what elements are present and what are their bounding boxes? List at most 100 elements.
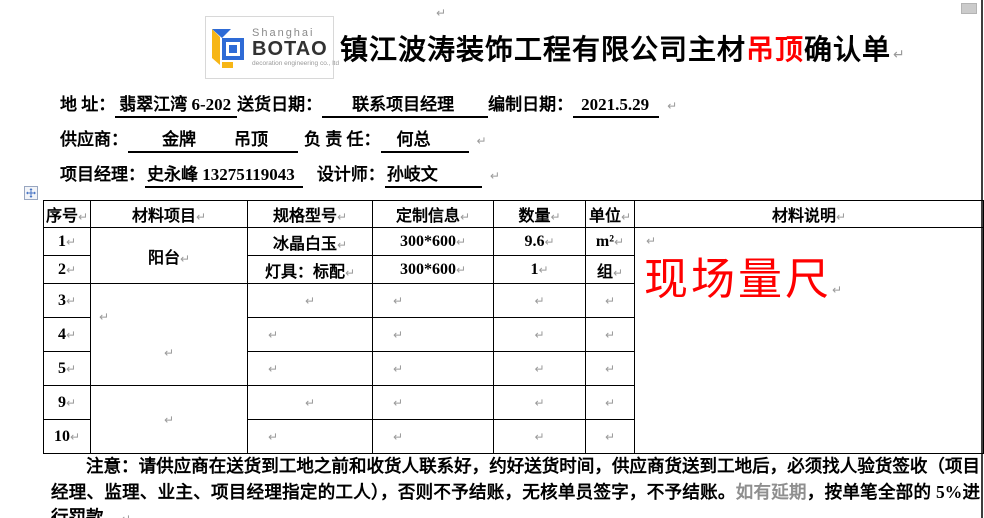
cell-unit-2: 组↵ xyxy=(585,255,635,284)
paragraph-mark: ↵ xyxy=(393,361,404,376)
paragraph-mark: ↵ xyxy=(163,345,175,360)
cell-qty-3: ↵ xyxy=(493,283,586,318)
header-label: 单位 xyxy=(588,208,621,225)
notice-gray-text: 如有延期 xyxy=(735,481,807,502)
logo-text: Shanghai BOTAO decoration engineering co… xyxy=(252,27,339,68)
logo-mark-icon xyxy=(212,28,244,68)
paragraph-mark: ↵ xyxy=(614,234,625,249)
cell-item-balcony: 阳台↵ xyxy=(90,227,248,284)
cell-item-empty-3-5: ↵ ↵ xyxy=(90,283,248,386)
paragraph-mark: ↵ xyxy=(893,46,905,63)
column-header-custom: 定制信息↵ xyxy=(372,200,494,228)
table-header-row: 序号↵ 材料项目↵ 规格型号↵ 定制信息↵ 数量↵ 单位↵ 材料说明↵ xyxy=(43,200,984,228)
cell-custom-4: ↵ xyxy=(372,317,494,352)
paragraph-mark: ↵ xyxy=(344,265,356,280)
supplier-value: 金牌 吊顶 xyxy=(128,129,298,153)
compile-date-label: 编制日期： xyxy=(488,95,574,114)
paragraph-mark: ↵ xyxy=(195,210,207,224)
paragraph-mark: ↵ xyxy=(121,512,131,518)
cell-custom-3: ↵ xyxy=(372,283,494,318)
cell-unit-3: ↵ xyxy=(585,283,635,318)
paragraph-mark: ↵ xyxy=(604,327,616,342)
cell-spec-2: 灯具：标配↵ xyxy=(247,255,373,284)
company-logo: Shanghai BOTAO decoration engineering co… xyxy=(205,16,339,79)
cell-item-empty-9-10: ↵ xyxy=(90,385,248,454)
paragraph-mark: ↵ xyxy=(268,327,279,342)
cell-qty-1: 9.6↵ xyxy=(493,227,586,256)
cell-seq-3: 3↵ xyxy=(43,283,91,318)
column-header-qty: 数量↵ xyxy=(493,200,586,228)
cell-unit-5: ↵ xyxy=(585,351,635,386)
paragraph-mark: ↵ xyxy=(455,234,467,249)
cell-text: 9 xyxy=(57,393,66,411)
cell-text: 10 xyxy=(53,427,70,445)
paragraph-mark: ↵ xyxy=(77,210,89,224)
paragraph-mark: ↵ xyxy=(336,237,348,252)
logo-subtitle: decoration engineering co., ltd xyxy=(252,60,340,67)
paragraph-mark: ↵ xyxy=(268,429,279,444)
title-highlight: 吊顶 xyxy=(746,34,805,66)
cell-seq-4: 4↵ xyxy=(43,317,91,352)
cell-qty-10: ↵ xyxy=(493,419,586,454)
paragraph-mark: ↵ xyxy=(534,361,545,376)
cell-seq-5: 5↵ xyxy=(43,351,91,386)
cell-text: 灯具：标配 xyxy=(264,263,345,281)
paragraph-mark: ↵ xyxy=(65,293,77,308)
title-prefix: 镇江波涛装饰工程有限公司主材 xyxy=(340,34,747,66)
header-label: 材料项目 xyxy=(131,208,196,225)
cell-text: 组 xyxy=(596,263,613,281)
cell-custom-9: ↵ xyxy=(372,385,494,420)
cell-spec-1: 冰晶白玉↵ xyxy=(247,227,373,256)
delivery-date-value: 联系项目经理 xyxy=(322,94,489,118)
paragraph-mark: ↵ xyxy=(393,293,404,308)
paragraph-mark: ↵ xyxy=(179,251,191,266)
table-row: 1↵ 阳台↵ 冰晶白玉↵ 300*600↵ 9.6↵ m²↵ ↵ 现场量尺↵ xyxy=(43,227,984,454)
paragraph-mark: ↵ xyxy=(65,361,77,376)
paragraph-mark: ↵ xyxy=(538,262,549,277)
info-line-supplier: 供应商： 金牌 吊顶 负 责 任： 何总 ↵ xyxy=(60,128,677,163)
cell-unit-9: ↵ xyxy=(585,385,635,420)
supplier-value-part2: 吊顶 xyxy=(234,130,268,149)
cell-custom-5: ↵ xyxy=(372,351,494,386)
cell-spec-10: ↵ xyxy=(247,419,373,454)
paragraph-mark: ↵ xyxy=(268,361,279,376)
paragraph-mark: ↵ xyxy=(65,262,77,277)
supplier-value-part1: 金牌 xyxy=(162,130,196,149)
cell-custom-2: 300*600↵ xyxy=(372,255,494,284)
cell-custom-10: ↵ xyxy=(372,419,494,454)
address-label: 地 址： xyxy=(60,95,116,114)
paragraph-mark: ↵ xyxy=(65,327,77,342)
cell-seq-2: 2↵ xyxy=(43,255,91,284)
notice-text: ，按单笔全部的 5%进行罚款。 xyxy=(51,481,980,518)
column-header-desc: 材料说明↵ xyxy=(634,200,984,228)
column-header-spec: 规格型号↵ xyxy=(247,200,373,228)
cell-spec-3: ↵ xyxy=(247,283,373,318)
info-line-pm: 项目经理： 史永峰 13275119043 设计师： 孙岐文 ↵ xyxy=(60,163,677,198)
cell-text: 1 xyxy=(57,232,66,250)
responsible-value: 何总 xyxy=(380,129,469,153)
paragraph-mark: ↵ xyxy=(534,395,545,410)
paragraph-mark: ↵ xyxy=(667,99,678,113)
paragraph-mark: ↵ xyxy=(612,265,624,280)
cell-spec-4: ↵ xyxy=(247,317,373,352)
cell-text: 3 xyxy=(57,291,66,309)
scrollbar-fragment[interactable] xyxy=(961,3,977,14)
paragraph-mark: ↵ xyxy=(65,234,77,249)
cell-text: 300*600 xyxy=(399,260,456,278)
paragraph-mark: ↵ xyxy=(534,327,545,342)
cell-text: 冰晶白玉 xyxy=(272,235,337,253)
cell-text: 2 xyxy=(57,260,66,278)
table-move-handle[interactable] xyxy=(24,186,38,200)
cell-qty-9: ↵ xyxy=(493,385,586,420)
cell-custom-1: 300*600↵ xyxy=(372,227,494,256)
paragraph-mark: ↵ xyxy=(393,327,404,342)
cell-qty-4: ↵ xyxy=(493,317,586,352)
delivery-date-label: 送货日期： xyxy=(237,95,323,114)
paragraph-mark: ↵ xyxy=(459,210,471,224)
empty-line: ↵ xyxy=(92,308,247,328)
pm-label: 项目经理： xyxy=(60,165,145,184)
table-row: 3↵ ↵ ↵ ↵ ↵ ↵ ↵ xyxy=(43,283,984,386)
logo-botao-label: BOTAO xyxy=(252,38,328,60)
column-header-seq: 序号↵ xyxy=(43,200,91,228)
cell-unit-4: ↵ xyxy=(585,317,635,352)
